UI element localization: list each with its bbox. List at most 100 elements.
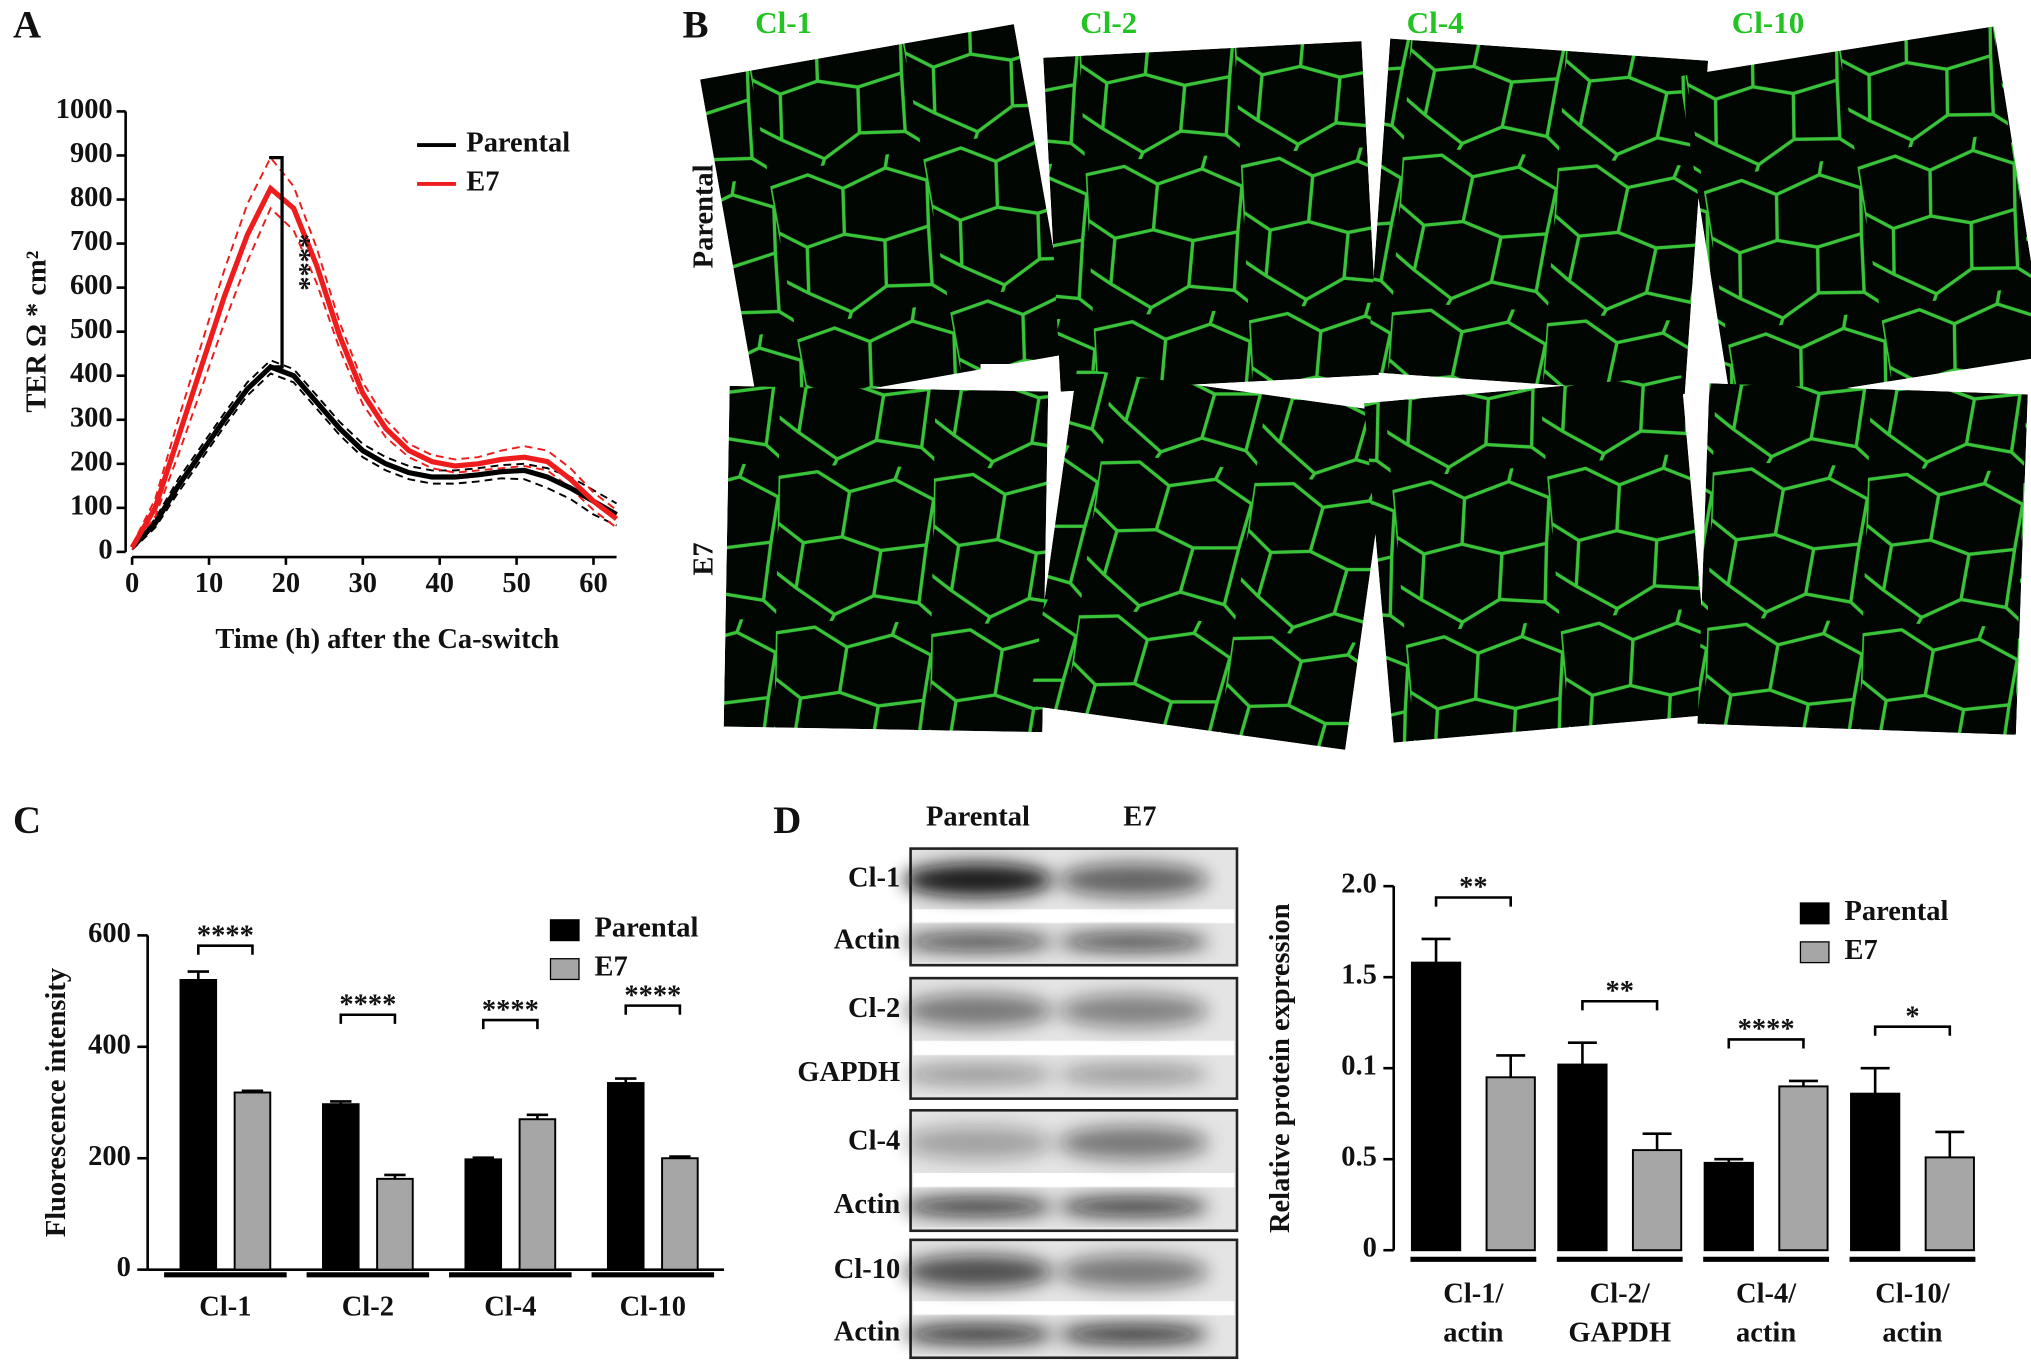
- column-label: Cl-4: [1407, 5, 1464, 40]
- y-tick-label: 400: [70, 358, 113, 389]
- legend-label: E7: [466, 166, 499, 197]
- band-label: Actin: [834, 1317, 901, 1348]
- bar: [1557, 1063, 1608, 1252]
- significance-label: ****: [482, 995, 539, 1026]
- legend-swatch: [549, 919, 580, 942]
- significance-label: *: [1905, 1001, 1919, 1032]
- significance-label: ****: [1738, 1014, 1795, 1045]
- legend-label: Parental: [595, 913, 699, 944]
- panel-label: A: [13, 3, 41, 46]
- y-tick-label: 900: [70, 138, 113, 169]
- band-label: Actin: [834, 924, 901, 955]
- error-bar: [526, 1113, 549, 1120]
- x-tick-label: 60: [579, 568, 607, 599]
- x-tick-label: Cl-2: [342, 1291, 394, 1322]
- x-tick-label: 40: [425, 568, 453, 599]
- row-label: E7: [688, 542, 719, 575]
- y-tick-label: 500: [70, 314, 113, 345]
- bar: [606, 1082, 645, 1271]
- error-bar: [1860, 1066, 1890, 1094]
- x-tick-label: Cl-10: [620, 1291, 686, 1322]
- y-tick-label: 400: [88, 1029, 131, 1060]
- y-axis-title: Relative protein expression: [1265, 903, 1296, 1233]
- band: [902, 1065, 1054, 1084]
- lane-label: E7: [1123, 801, 1156, 832]
- legend-label: Parental: [466, 128, 570, 159]
- y-tick-label: 100: [70, 490, 113, 521]
- error-band-line: [131, 372, 617, 551]
- legend-swatch: [1799, 941, 1830, 964]
- error-band-line: [131, 359, 618, 546]
- band: [1058, 863, 1209, 897]
- x-tick-label: Cl-1: [199, 1291, 251, 1322]
- y-tick-label: 0: [98, 534, 112, 565]
- bar: [179, 978, 218, 1271]
- blot-gap: [913, 1172, 1235, 1188]
- y-tick-label: 0: [1363, 1233, 1377, 1264]
- y-tick-label: 1.5: [1341, 960, 1377, 991]
- blot-gap: [913, 1301, 1235, 1316]
- panel-label: C: [13, 799, 41, 842]
- band: [902, 1197, 1054, 1216]
- significance-label: **: [1459, 872, 1487, 903]
- significance-bracket: [269, 156, 284, 369]
- x-tick-label: 20: [272, 568, 300, 599]
- error-band-line: [131, 206, 618, 551]
- error-bar: [1714, 1157, 1744, 1163]
- error-bar: [330, 1100, 352, 1105]
- error-bar: [1496, 1054, 1526, 1078]
- significance-label: ****: [284, 234, 315, 291]
- band: [902, 1325, 1054, 1344]
- y-tick-label: 800: [70, 182, 113, 213]
- significance-label: ****: [197, 920, 254, 951]
- error-bar: [1421, 937, 1451, 963]
- y-axis-title: Fluorescence intensity: [41, 968, 72, 1237]
- significance-bracket: [481, 1018, 539, 1030]
- error-bar: [241, 1089, 264, 1093]
- legend-label: E7: [595, 952, 628, 983]
- error-bar: [669, 1155, 691, 1159]
- band: [1058, 1197, 1209, 1216]
- error-bar: [187, 970, 209, 980]
- band: [902, 932, 1054, 951]
- column-label: Cl-10: [1732, 5, 1805, 40]
- band-label: GAPDH: [797, 1057, 900, 1088]
- error-bar: [1935, 1130, 1965, 1158]
- bar: [322, 1103, 360, 1271]
- micrograph: [700, 24, 1072, 409]
- error-bar: [472, 1156, 494, 1160]
- significance-label: **: [1606, 976, 1634, 1007]
- panel-label: D: [773, 799, 801, 842]
- y-tick-label: 600: [88, 918, 131, 949]
- band-label: Cl-10: [834, 1254, 900, 1285]
- band: [902, 1254, 1054, 1289]
- band: [902, 1125, 1054, 1160]
- y-tick-label: 200: [70, 446, 113, 477]
- x-tick-label: 0: [125, 568, 139, 599]
- bar: [1778, 1085, 1829, 1252]
- x-tick-label: Cl-4/actin: [1736, 1278, 1797, 1348]
- significance-bracket: [1727, 1038, 1805, 1049]
- blot-gap: [913, 1040, 1235, 1056]
- band-label: Cl-1: [848, 863, 900, 894]
- band: [1058, 1325, 1209, 1344]
- band: [1058, 932, 1209, 951]
- micrograph: [1043, 41, 1379, 391]
- error-band-line: [131, 155, 618, 546]
- significance-bracket: [1581, 999, 1659, 1011]
- y-tick-label: 600: [70, 270, 113, 301]
- y-tick-label: 700: [70, 226, 113, 257]
- column-label: Cl-1: [755, 5, 812, 40]
- bar: [376, 1177, 414, 1271]
- lane-label: Parental: [926, 801, 1030, 832]
- significance-label: ****: [624, 980, 681, 1011]
- bar: [518, 1118, 557, 1271]
- line: [129, 184, 619, 549]
- micrograph: [1030, 368, 1393, 750]
- bar: [1631, 1149, 1683, 1252]
- error-bar: [1567, 1041, 1597, 1065]
- significance-bracket: [339, 1013, 397, 1024]
- column-label: Cl-2: [1080, 5, 1137, 40]
- bar: [1410, 961, 1462, 1252]
